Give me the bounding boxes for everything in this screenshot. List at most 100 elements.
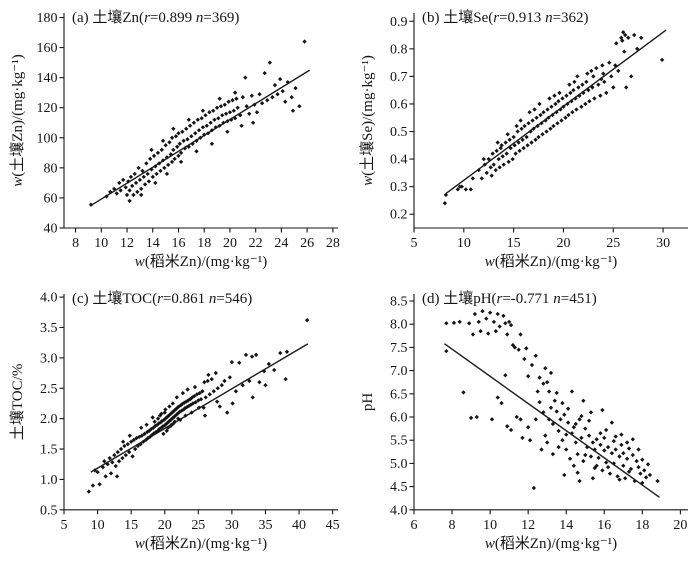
y-axis-label: pH <box>360 393 376 412</box>
y-axis-ticks: 4.0 4.5 5.0 5.5 6.0 6.5 7.0 7.5 8.0 8.5 <box>390 295 414 518</box>
panel-title: (d) 土壤pH(r=-0.771 n=451) <box>422 289 597 307</box>
y-tick-label: 140 <box>37 71 58 86</box>
data-points <box>88 39 307 207</box>
y-tick-label: 2.0 <box>40 412 58 427</box>
y-tick-label: 5.5 <box>390 434 408 449</box>
panel-d: 6 8 10 12 14 16 18 20 4.0 4.5 5.0 5.5 6.0 6.5 7.0 7.5 8.… <box>350 281 700 563</box>
x-axis-label: w(稻米Zn)/(mg·kg⁻¹) <box>135 535 267 552</box>
y-tick-label: 60 <box>44 191 58 206</box>
y-tick-label: 160 <box>37 41 58 56</box>
y-tick-label: 6.5 <box>390 387 408 402</box>
x-tick-label: 16 <box>597 518 611 533</box>
x-tick-label: 5 <box>60 518 67 533</box>
scatter-plot-c: 5 10 15 20 25 30 35 40 45 0.5 1.0 1.5 2.0 2.5 3.0 3.5 4.… <box>8 289 340 552</box>
data-points <box>86 318 310 494</box>
y-tick-label: 7.5 <box>390 341 408 356</box>
panel-title: (b) 土壤Se(r=0.913 n=362) <box>422 8 589 26</box>
x-tick-label: 10 <box>94 236 108 251</box>
panel-a: 8 10 12 14 16 18 20 22 24 26 28 40 60 80 100 120 140 160 1… <box>0 0 350 281</box>
y-tick-label: 2.5 <box>40 382 58 397</box>
y-tick-label: 8.0 <box>390 318 408 333</box>
y-tick-label: 0.6 <box>390 97 408 112</box>
fit-line <box>90 343 309 473</box>
y-tick-label: 6.0 <box>390 411 408 426</box>
y-axis-ticks: 40 60 80 100 120 140 160 180 <box>37 11 64 237</box>
y-tick-label: 4.0 <box>390 503 408 518</box>
x-tick-label: 18 <box>197 236 211 251</box>
fit-line <box>445 29 667 195</box>
x-axis-label: w(稻米Zn)/(mg·kg⁻¹) <box>485 253 617 270</box>
x-tick-label: 20 <box>556 236 570 251</box>
x-axis-label: w(稻米Zn)/(mg·kg⁻¹) <box>485 535 617 552</box>
x-tick-label: 16 <box>171 236 185 251</box>
y-tick-label: 0.3 <box>390 180 408 195</box>
x-tick-label: 10 <box>483 518 497 533</box>
y-tick-label: 0.2 <box>390 208 408 223</box>
x-tick-label: 18 <box>635 518 649 533</box>
y-tick-label: 0.5 <box>390 125 408 140</box>
x-tick-label: 14 <box>146 236 160 251</box>
x-axis-ticks: 5 10 15 20 25 30 35 40 45 <box>60 509 340 533</box>
x-axis-ticks: 8 10 12 14 16 18 20 22 24 26 28 <box>72 228 340 251</box>
panel-c: 5 10 15 20 25 30 35 40 45 0.5 1.0 1.5 2.0 2.5 3.0 3.5 4.… <box>0 281 350 563</box>
x-tick-label: 45 <box>326 518 340 533</box>
x-axis-ticks: 5 10 15 20 25 30 <box>411 228 670 251</box>
y-tick-label: 1.0 <box>40 473 58 488</box>
y-tick-label: 100 <box>37 131 58 146</box>
y-axis-label: w(土壤Se)/(mg·kg⁻¹) <box>358 55 376 186</box>
x-tick-label: 15 <box>507 236 521 251</box>
x-tick-label: 10 <box>91 518 105 533</box>
x-tick-label: 35 <box>258 518 272 533</box>
y-tick-label: 40 <box>44 222 58 237</box>
x-tick-label: 24 <box>274 236 288 251</box>
y-tick-label: 7.0 <box>390 364 408 379</box>
y-tick-label: 8.5 <box>390 295 408 310</box>
y-axis-label: 土壤TOC/% <box>8 364 26 441</box>
x-tick-label: 22 <box>249 236 263 251</box>
x-tick-label: 28 <box>326 236 340 251</box>
x-tick-label: 26 <box>300 236 314 251</box>
x-tick-label: 20 <box>158 518 172 533</box>
y-tick-label: 5.0 <box>390 457 408 472</box>
x-tick-label: 12 <box>521 518 535 533</box>
y-tick-label: 4.0 <box>40 291 58 306</box>
x-axis-label: w(稻米Zn)/(mg·kg⁻¹) <box>135 253 267 270</box>
y-tick-label: 0.4 <box>390 153 408 168</box>
y-tick-label: 0.8 <box>390 42 408 57</box>
x-tick-label: 5 <box>411 236 418 251</box>
y-tick-label: 3.5 <box>40 321 58 336</box>
x-tick-label: 6 <box>410 518 417 533</box>
x-tick-label: 30 <box>225 518 239 533</box>
x-tick-label: 8 <box>72 236 79 251</box>
y-tick-label: 180 <box>37 11 58 26</box>
scatter-plot-a: 8 10 12 14 16 18 20 22 24 26 28 40 60 80 100 120 140 160 1… <box>8 8 340 270</box>
scatter-plot-d: 6 8 10 12 14 16 18 20 4.0 4.5 5.0 5.5 6.0 6.5 7.0 7.5 8.… <box>360 289 688 552</box>
x-tick-label: 25 <box>606 236 620 251</box>
x-tick-label: 8 <box>449 518 456 533</box>
x-tick-label: 20 <box>223 236 237 251</box>
panel-b: 5 10 15 20 25 30 0.2 0.3 0.4 0.5 0.6 0.7 0.8 0.9 (b) 土… <box>350 0 700 281</box>
y-tick-label: 0.9 <box>390 15 408 30</box>
y-tick-label: 3.0 <box>40 351 58 366</box>
x-tick-label: 10 <box>457 236 471 251</box>
x-axis-ticks: 6 8 10 12 14 16 18 20 <box>410 509 687 533</box>
y-tick-label: 120 <box>37 101 58 116</box>
data-points <box>442 30 665 206</box>
x-tick-label: 15 <box>124 518 138 533</box>
x-tick-label: 20 <box>673 518 687 533</box>
data-points <box>444 309 660 491</box>
y-tick-label: 80 <box>44 161 58 176</box>
y-axis-ticks: 0.2 0.3 0.4 0.5 0.6 0.7 0.8 0.9 <box>390 15 414 223</box>
y-tick-label: 4.5 <box>390 480 408 495</box>
panel-title: (c) 土壤TOC(r=0.861 n=546) <box>72 289 252 307</box>
scatter-plot-b: 5 10 15 20 25 30 0.2 0.3 0.4 0.5 0.6 0.7 0.8 0.9 (b) 土… <box>358 8 688 270</box>
x-tick-label: 40 <box>292 518 306 533</box>
axes <box>413 13 688 229</box>
y-tick-label: 0.7 <box>390 70 408 85</box>
x-tick-label: 25 <box>191 518 205 533</box>
panel-title: (a) 土壤Zn(r=0.899 n=369) <box>72 8 239 26</box>
y-tick-label: 1.5 <box>40 443 58 458</box>
y-tick-label: 0.5 <box>40 503 58 518</box>
